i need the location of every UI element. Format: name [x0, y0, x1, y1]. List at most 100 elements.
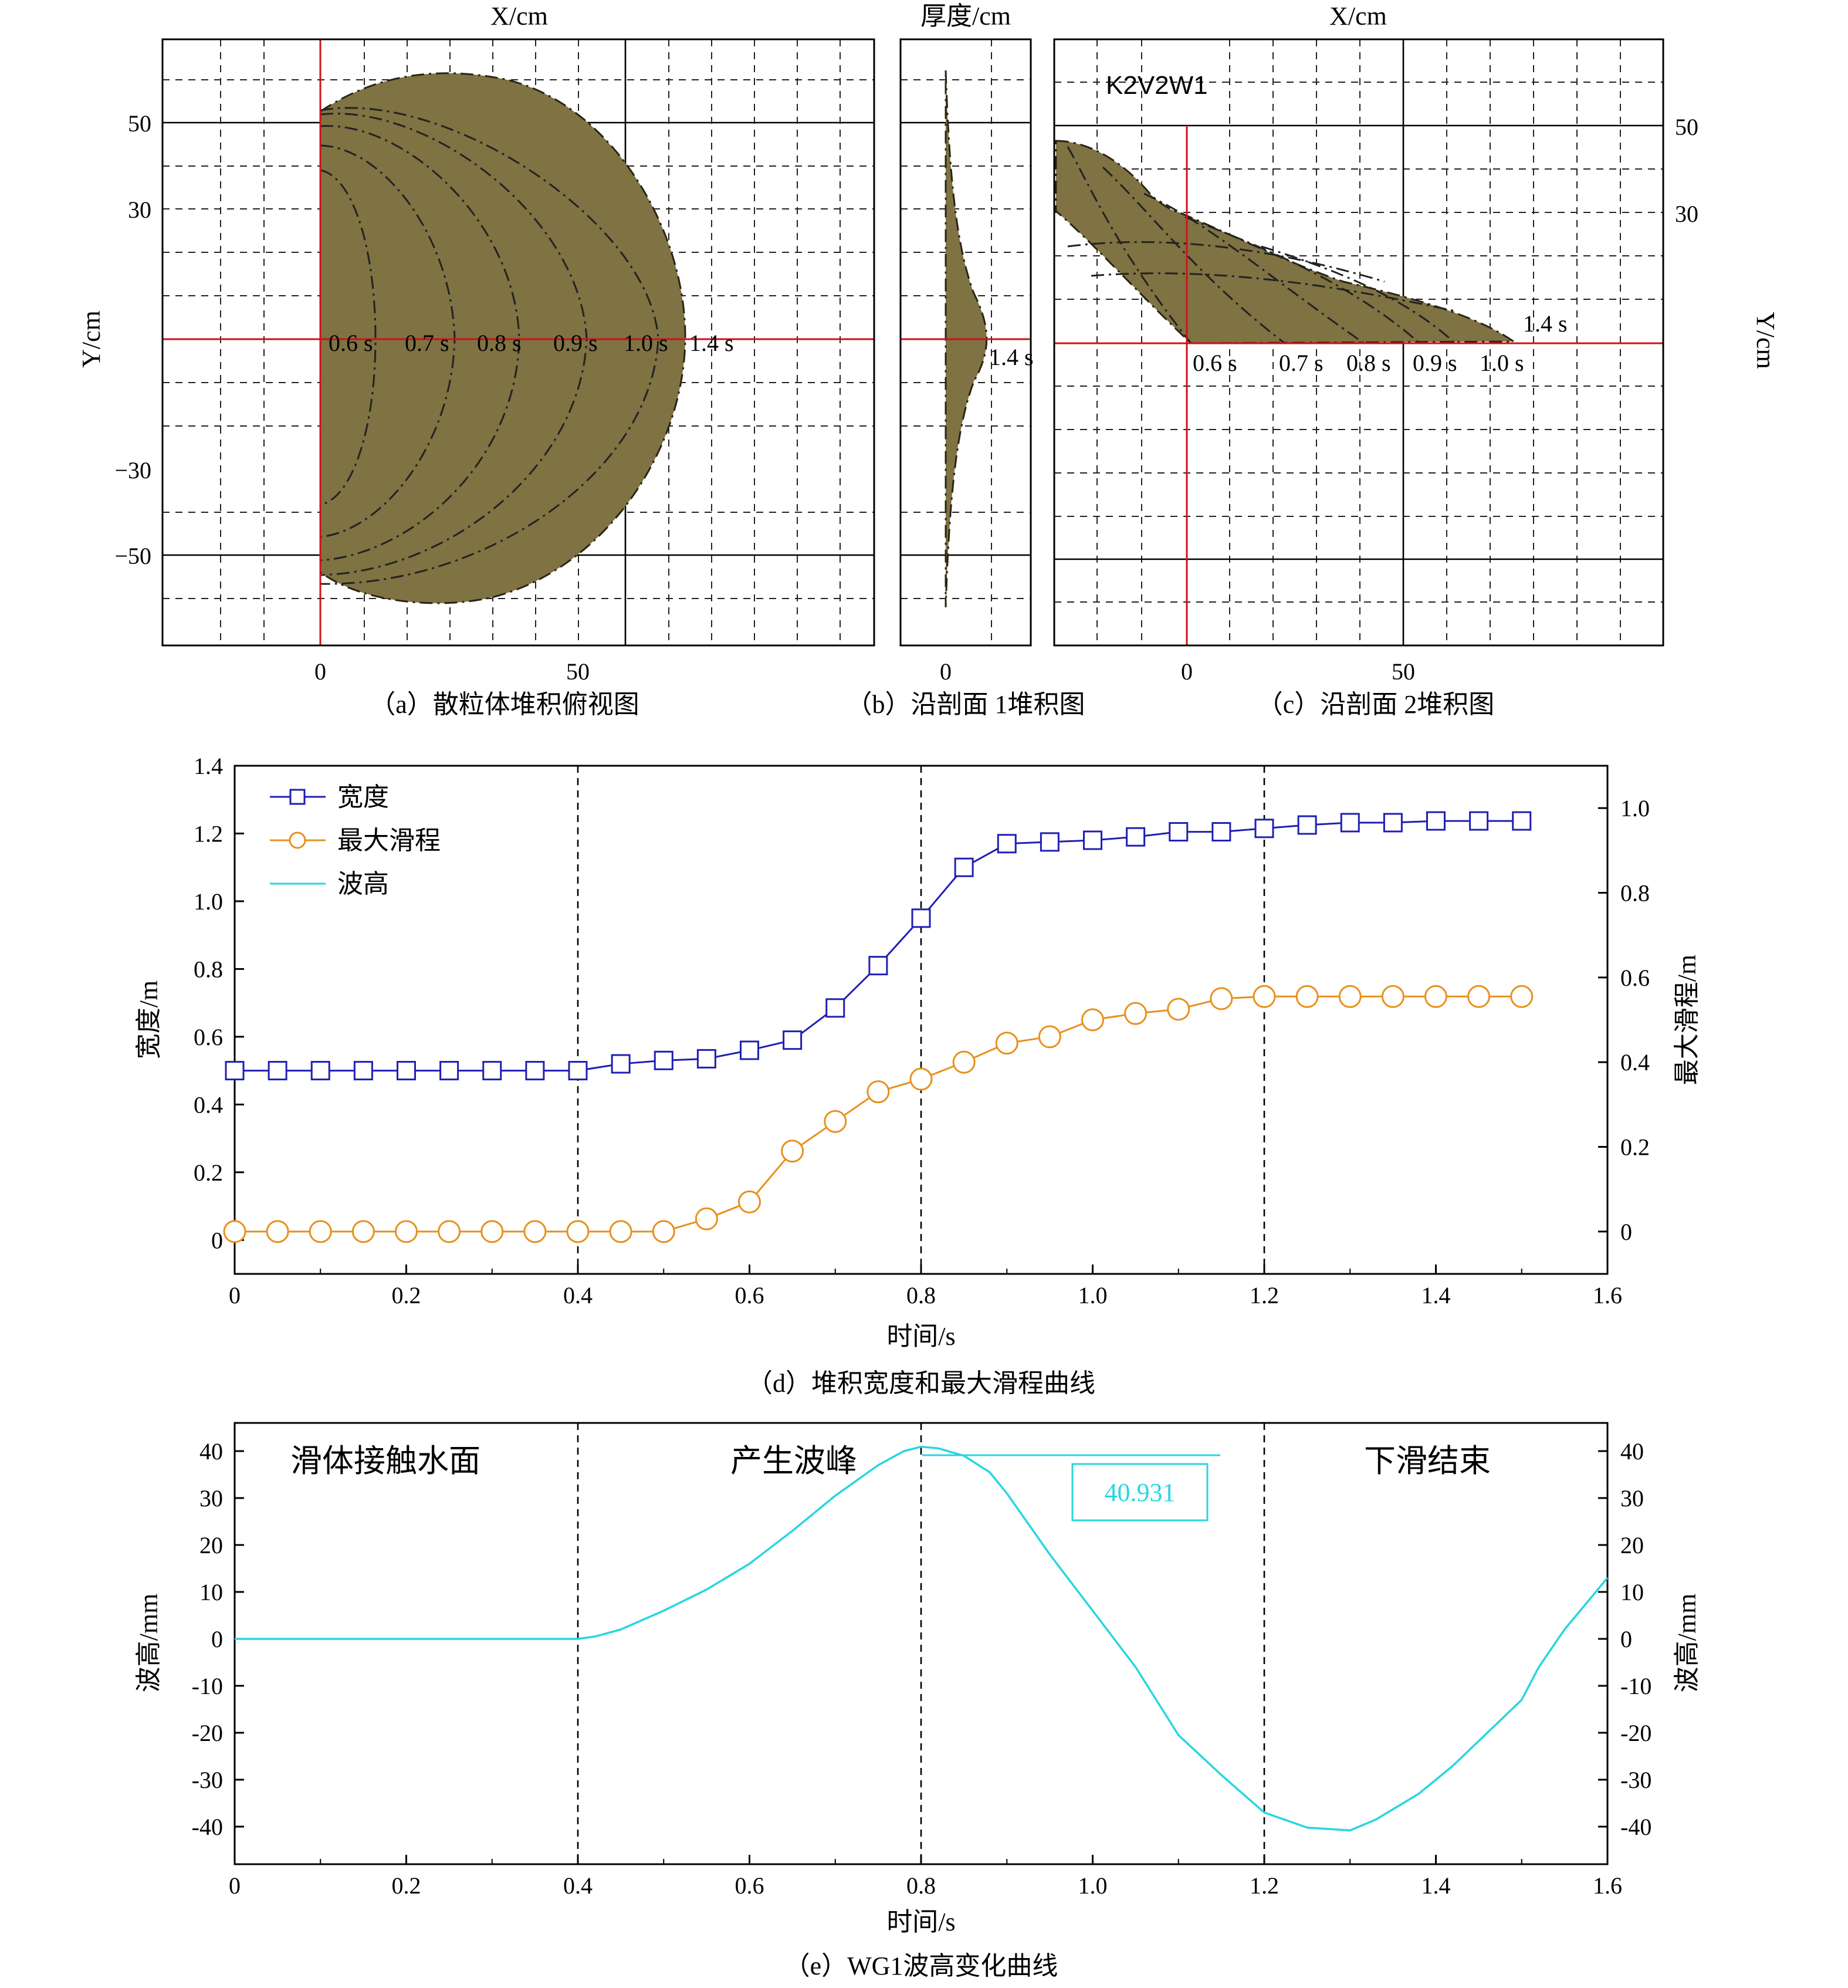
panel-d-slide-point	[1124, 1002, 1148, 1025]
panel-b-xtick: 0	[940, 658, 952, 685]
panel-a: X/cm Y/cm	[77, 2, 875, 719]
panel-e-ticks: 0 0.2 0.4 0.6 0.8 1.0 1.2 1.4 1.6 40 40 30 30 20 20 10 1…	[192, 1438, 1652, 1899]
panel-d-ytick-label: 0.4	[194, 1091, 223, 1118]
panel-e-xtick-label: 0.2	[392, 1872, 421, 1899]
panel-e-ytick-right-label: -20	[1620, 1720, 1651, 1746]
panel-d-width-point	[740, 1040, 759, 1060]
panel-d-vlines	[577, 766, 1265, 1274]
panel-c-time-top: 1.4 s	[1523, 310, 1568, 337]
panel-b-caption: （b）沿剖面 1堆积图	[847, 690, 1085, 719]
panel-d-width-point	[1254, 819, 1274, 839]
panel-d-width-point	[997, 834, 1017, 854]
panel-d-ytick-right-label: 0.4	[1620, 1049, 1650, 1076]
panel-d-ytick-right-label: 1.0	[1620, 795, 1650, 821]
panel-c-caption: （c）沿剖面 2堆积图	[1257, 690, 1495, 719]
panel-b: 厚度/cm 1.4 s 0 （b）沿剖面 1堆积图	[847, 2, 1085, 719]
panel-d-slide-point	[1467, 985, 1491, 1008]
panel-e-ytick-label: -30	[192, 1767, 223, 1793]
panel-e-ytick-right-label: 40	[1620, 1438, 1644, 1465]
panel-c-xtick: 0	[1181, 658, 1193, 685]
panel-d-width-point	[1383, 813, 1403, 833]
panel-b-xlabel: 厚度/cm	[920, 2, 1011, 31]
panel-e-xtick-label: 1.2	[1250, 1872, 1279, 1899]
panel-a-front-label: 0.8 s	[477, 330, 522, 356]
panel-d-slide-point	[695, 1207, 718, 1230]
panel-e-xtick-label: 0.8	[906, 1872, 936, 1899]
panel-d-slide-point	[1253, 985, 1276, 1008]
panel-e-annotation: 产生波峰	[730, 1443, 857, 1479]
panel-a-pile-outline	[319, 72, 686, 604]
panel-a-frame	[161, 38, 875, 647]
panel-d-width-point	[1126, 827, 1146, 847]
panel-d-slide-point	[309, 1220, 332, 1243]
panel-d-xtick-label: 1.6	[1593, 1282, 1622, 1309]
panel-d-xtick-label: 0.2	[392, 1282, 421, 1309]
panel-d-xlabel: 时间/s	[886, 1322, 955, 1351]
panel-d-slide-point	[867, 1080, 890, 1104]
panel-a-xtick: 0	[314, 658, 326, 685]
panel-d-xtick-label: 1.0	[1078, 1282, 1108, 1309]
panel-d-width-point	[268, 1061, 287, 1081]
panel-d-width-point	[654, 1050, 673, 1070]
panel-e-series	[235, 1445, 1609, 1832]
panel-d-slide-point	[566, 1220, 590, 1243]
panel-d-xtick-label: 1.2	[1250, 1282, 1279, 1309]
panel-a-caption: （a）散粒体堆积俯视图	[370, 690, 639, 719]
panel-e-annotation: 下滑结束	[1364, 1443, 1491, 1479]
panel-d-slide-point	[995, 1032, 1018, 1055]
panel-d-slide-point	[652, 1220, 675, 1243]
panel-e-ytick-right-label: 20	[1620, 1532, 1644, 1558]
legend-width-marker	[289, 789, 306, 805]
panel-d-width-point	[911, 908, 931, 928]
panel-d-xtick-label: 1.4	[1421, 1282, 1451, 1309]
panel-d-width-point	[397, 1061, 416, 1081]
panel-a-ytick: 30	[128, 197, 151, 223]
panel-e-ytick-right-label: 0	[1620, 1626, 1632, 1652]
panel-a-front-label: 0.6 s	[329, 330, 373, 356]
panel-d-slide-point	[738, 1190, 761, 1213]
panel-d-slide-point	[351, 1220, 375, 1243]
panel-d-slide-point	[438, 1220, 461, 1243]
panel-c-front	[1067, 241, 1385, 283]
panel-e-ytick-label: 40	[199, 1438, 223, 1465]
panel-d-slide-line	[235, 995, 1522, 1233]
panel-e-peak-label: 40.931	[1105, 1478, 1176, 1507]
panel-e-xtick-label: 0.4	[563, 1872, 593, 1899]
panel-d-width-point	[1426, 811, 1446, 831]
panel-d-xtick-label: 0.4	[563, 1282, 593, 1309]
panel-e-ytick-right-label: 10	[1620, 1579, 1644, 1605]
panel-d-xtick-label: 0.8	[906, 1282, 936, 1309]
panel-d-slide-point	[1167, 998, 1190, 1021]
panel-a-front-0-6s	[320, 169, 377, 506]
panel-b-frame	[899, 38, 1032, 647]
panel-c-ytick: 50	[1675, 114, 1698, 140]
panel-d-ytick-label: 0.2	[194, 1159, 223, 1186]
panel-d-width-point	[1169, 822, 1189, 842]
panel-d-ticks: 0 0.2 0.4 0.6 0.8 1.0 1.2 1.4 1.6 0 0.2 0.4 0.6 0.8 1.…	[194, 753, 1650, 1309]
panel-e-ytick-label: 10	[199, 1579, 223, 1605]
panel-e-xtick-label: 1.0	[1078, 1872, 1108, 1899]
panel-d-slide-point	[1295, 985, 1319, 1008]
panel-c-ylabel: Y/cm	[1751, 312, 1780, 369]
panel-d-slide-point	[1210, 987, 1233, 1010]
panel-e-xtick-label: 0	[229, 1872, 241, 1899]
panel-a-front-label: 1.0 s	[624, 330, 668, 356]
panel-d-ytick-right-label: 0.2	[1620, 1134, 1650, 1161]
panel-d-slide-point	[395, 1220, 418, 1243]
panel-d-width-point	[1512, 811, 1532, 831]
panel-d-width-point	[1340, 813, 1360, 833]
panel-d-ytick-label: 1.4	[194, 753, 223, 779]
panel-e-xlabel: 时间/s	[886, 1908, 955, 1936]
panel-c-frame	[1053, 38, 1664, 647]
panel-e-ylabel-left: 波高/mm	[134, 1594, 163, 1693]
panel-c-ytick: 30	[1675, 201, 1698, 227]
panel-d-slide-point	[1510, 985, 1534, 1008]
panel-a-front-label: 1.4 s	[689, 330, 734, 356]
panel-c-front	[1067, 146, 1192, 344]
panel-e-ytick-label: -20	[192, 1720, 223, 1746]
panel-d-slide-point	[909, 1067, 933, 1091]
panel-d-slide-point	[480, 1220, 504, 1243]
panel-d-slide-point	[824, 1110, 847, 1133]
panel-c-front	[1184, 216, 1420, 344]
panel-d-slide-point	[1038, 1025, 1061, 1049]
